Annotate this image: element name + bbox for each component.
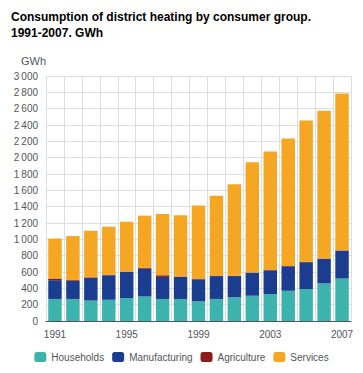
svg-text:1999: 1999	[187, 329, 210, 340]
svg-text:600: 600	[21, 267, 38, 278]
svg-text:2003: 2003	[259, 329, 282, 340]
svg-text:200: 200	[21, 299, 38, 310]
svg-text:1 600: 1 600	[14, 185, 39, 196]
svg-text:Services: Services	[290, 352, 328, 363]
svg-text:Consumption of district heatin: Consumption of district heating by consu…	[11, 10, 311, 24]
svg-text:1 800: 1 800	[14, 169, 39, 180]
svg-text:GWh: GWh	[21, 55, 46, 67]
svg-text:400: 400	[21, 283, 38, 294]
svg-text:Agriculture: Agriculture	[218, 352, 266, 363]
svg-text:2 000: 2 000	[14, 152, 39, 163]
svg-text:2 600: 2 600	[14, 103, 39, 114]
svg-text:1 000: 1 000	[14, 234, 39, 245]
svg-text:800: 800	[21, 250, 38, 261]
svg-text:3 000: 3 000	[14, 71, 39, 82]
svg-text:2 400: 2 400	[14, 120, 39, 131]
svg-text:0: 0	[32, 316, 38, 327]
svg-text:1991-2007. GWh: 1991-2007. GWh	[11, 26, 103, 40]
svg-text:2 800: 2 800	[14, 87, 39, 98]
svg-text:1 400: 1 400	[14, 201, 39, 212]
svg-text:2 200: 2 200	[14, 136, 39, 147]
svg-text:1 200: 1 200	[14, 218, 39, 229]
svg-text:1991: 1991	[44, 329, 67, 340]
svg-text:1995: 1995	[116, 329, 139, 340]
svg-text:2007: 2007	[331, 329, 354, 340]
svg-text:Households: Households	[51, 352, 104, 363]
svg-text:Manufacturing: Manufacturing	[129, 352, 192, 363]
